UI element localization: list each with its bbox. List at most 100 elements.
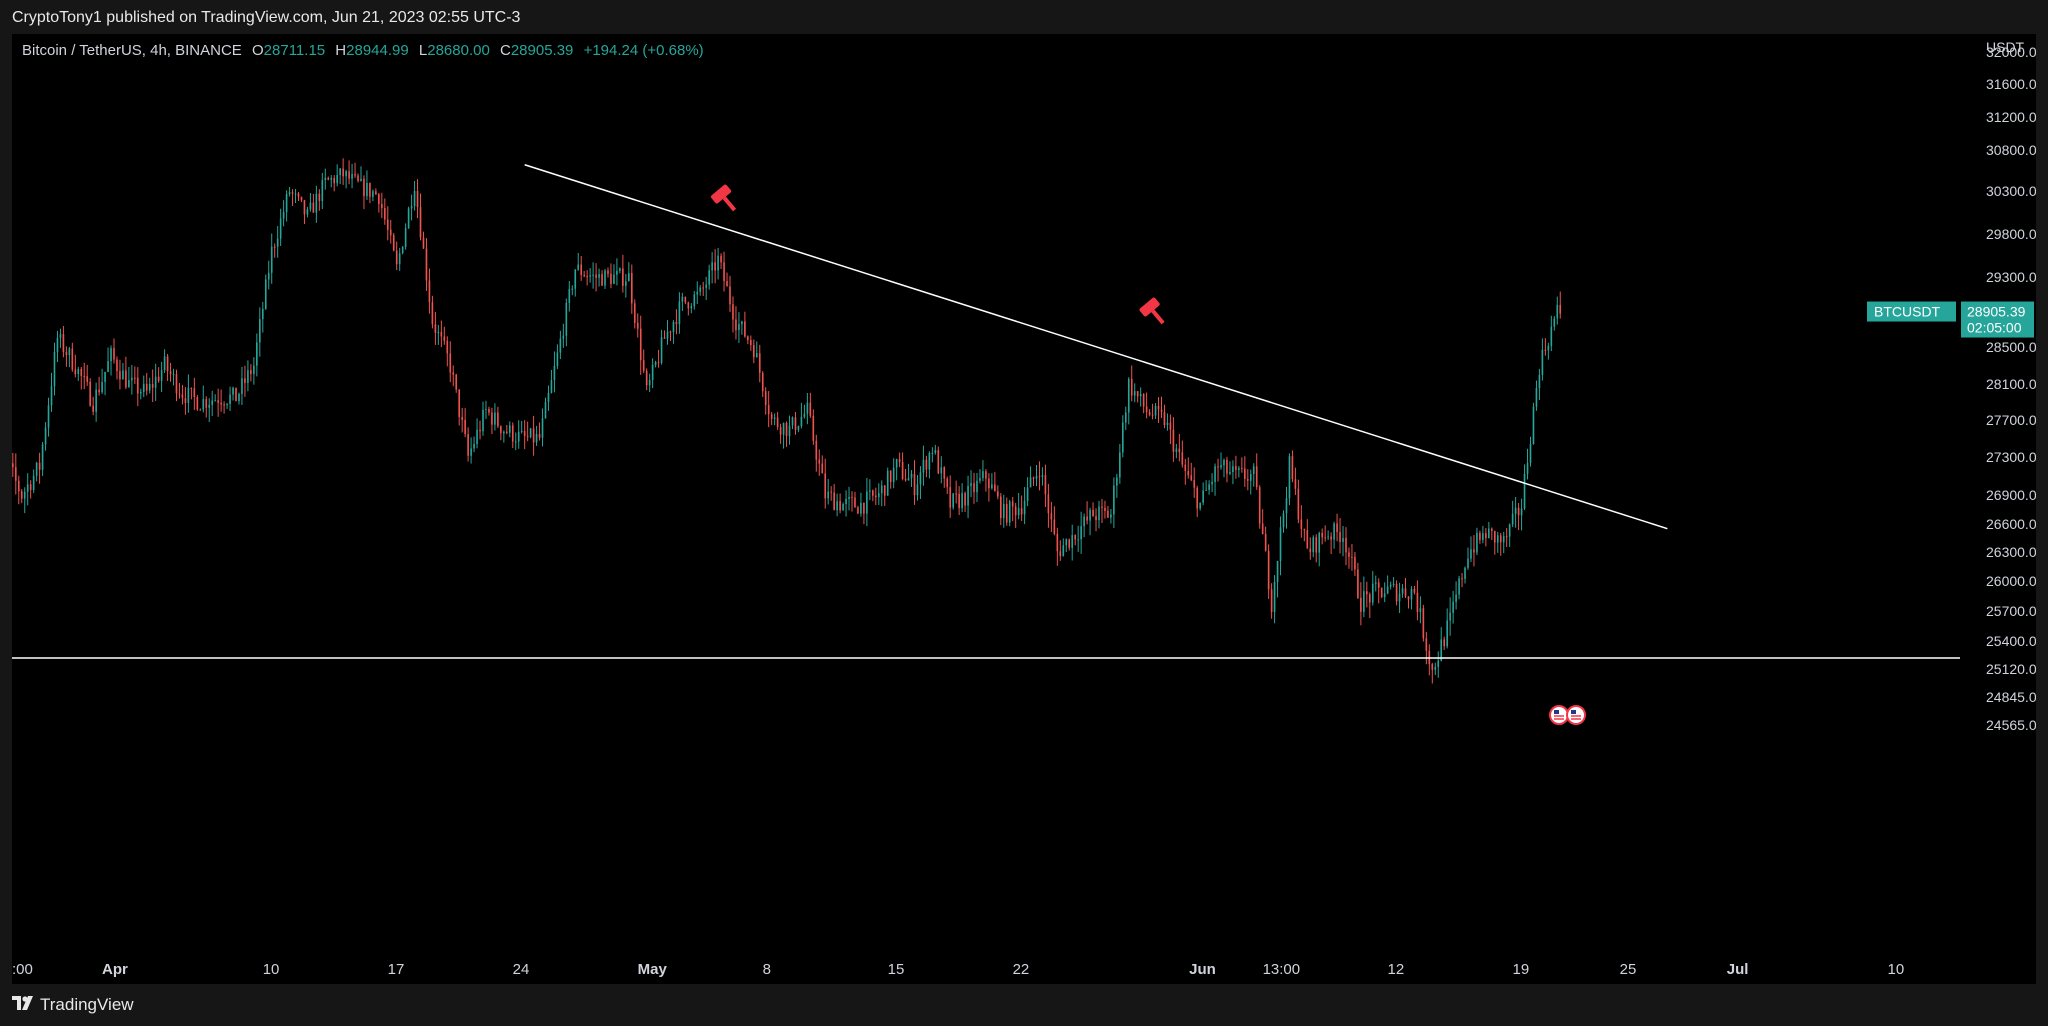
candle-body [205,399,208,408]
candle-body [657,362,660,364]
candle-body [1145,406,1148,413]
candle-body [327,177,330,180]
candle-body [1526,462,1529,474]
candle-body [1175,448,1178,452]
candle-body [883,485,886,496]
low-label: L [418,42,428,59]
candle-body [1496,535,1499,543]
candle-body [351,174,353,179]
candle-body [1169,422,1172,430]
candle-body [961,493,963,509]
candle-body [488,409,490,413]
candle-body [74,369,77,375]
candle-body [1101,506,1103,508]
candle-body [669,331,672,333]
candle-body [517,431,520,442]
candle-body [1348,552,1350,557]
candle-body [952,493,955,508]
candle-body [1232,466,1234,473]
chart-area[interactable]: USDT 32000.00 31600.00 31200.00 30800.00 303… [12,34,2036,984]
candle-body [788,425,791,437]
candle-body [1044,475,1047,495]
candle-body [416,191,419,208]
candle-body [330,178,333,180]
candle-body [898,459,901,462]
rejection-markers [711,184,1165,325]
currency-label: USDT [1986,39,2025,55]
candle-body [1110,514,1112,518]
candle-body [827,491,830,499]
candle-body [190,387,193,389]
candle-body [1038,475,1041,477]
candle-body [553,365,556,381]
candle-body [842,504,844,511]
candle-body [62,334,65,353]
candle-body [193,388,196,397]
candle-body [1124,412,1127,423]
candle-body [1276,560,1279,583]
candle-body [666,331,669,339]
candle-body [514,441,517,443]
candle-body [580,264,583,275]
open-label: O [252,42,264,59]
candle-body [541,418,544,438]
us-flag-event-icon[interactable] [1566,705,1586,725]
candle-body [723,262,725,282]
candle-body [1166,422,1169,426]
us-flag-event-icon[interactable] [1549,705,1569,725]
candle-body [1541,349,1544,375]
candle-body [1544,349,1547,351]
candle-body [1324,537,1326,539]
candle-body [1226,459,1228,474]
symbol-name: Bitcoin / TetherUS, 4h, BINANCE [22,42,242,59]
candle-body [1368,594,1371,603]
candle-body [1291,456,1294,480]
price-tick-label: 27300.00 [1986,449,2036,465]
candle-body [1151,414,1154,416]
candle-body [381,203,383,209]
candle-body [452,372,455,375]
trend-line[interactable] [524,164,1668,530]
candle-body [654,362,657,365]
candle-body [1252,466,1255,475]
candle-body [300,196,303,201]
candle-body [568,288,571,303]
candle-body [776,417,779,427]
candle-body [520,431,523,433]
candle-body [991,484,993,489]
candle-body [687,302,690,309]
candle-body [675,321,678,325]
candle-body [785,423,788,437]
candle-body [607,270,609,274]
candle-body [1148,412,1151,415]
candlestick-chart[interactable]: USDT 32000.00 31600.00 31200.00 30800.00 303… [12,34,2036,984]
candle-body [955,493,957,495]
candle-body [425,248,428,281]
candle-body [449,353,452,373]
candle-body [696,291,699,295]
candle-body [1285,498,1288,514]
candle-body [544,402,547,419]
candle-body [273,246,276,248]
price-axis[interactable] [1960,34,2036,984]
time-tick-label: Jul [1727,961,1749,978]
candle-body [369,182,371,197]
candle-body [503,431,505,434]
candle-body [1345,537,1347,553]
candle-body [726,281,728,287]
candle-body [886,470,889,496]
candle-body [747,336,749,340]
candle-body [166,356,169,372]
candle-body [1538,374,1541,389]
tradingview-logo-icon [12,996,33,1010]
candle-body [651,364,654,380]
candle-body [1235,466,1237,470]
candle-body [839,501,841,511]
candle-body [1005,504,1008,523]
candle-body [770,414,773,419]
candle-body [318,193,321,201]
candle-body [467,434,469,456]
change-value: +194.24 (+0.68%) [583,42,704,59]
event-flag-icons[interactable] [1549,705,1586,725]
candle-body [345,171,347,177]
